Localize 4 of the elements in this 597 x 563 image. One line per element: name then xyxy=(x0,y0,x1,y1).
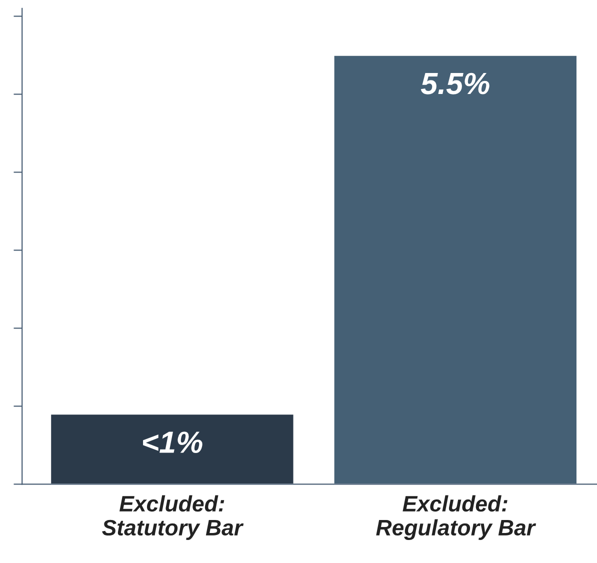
x-tick-label: Excluded: Regulatory Bar xyxy=(376,495,536,540)
data-label: <1% xyxy=(143,432,202,454)
data-label: 5.5% xyxy=(420,72,490,94)
x-tick-label: Excluded: Statutory Bar xyxy=(102,495,244,540)
